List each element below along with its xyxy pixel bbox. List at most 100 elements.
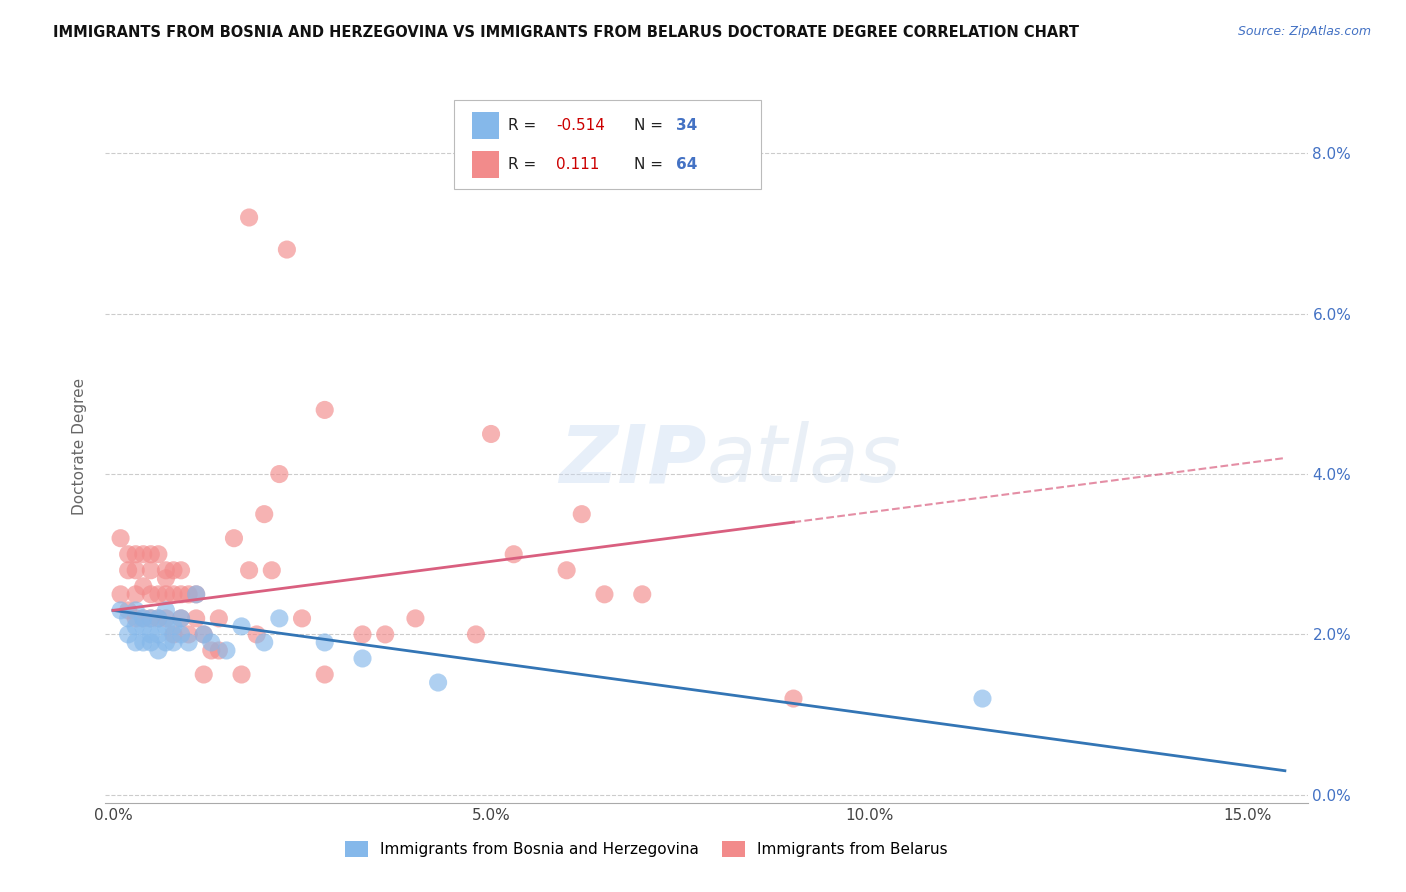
Point xyxy=(352,627,374,641)
Point xyxy=(162,563,184,577)
Y-axis label: Doctorate Degree: Doctorate Degree xyxy=(72,377,87,515)
Point xyxy=(269,611,291,625)
Point xyxy=(269,467,291,481)
Point xyxy=(427,675,450,690)
Point xyxy=(314,403,336,417)
Point xyxy=(155,611,177,625)
Point xyxy=(125,619,148,633)
Point xyxy=(177,587,200,601)
Point xyxy=(148,627,170,641)
Point xyxy=(155,635,177,649)
Point xyxy=(148,611,170,625)
Point xyxy=(479,427,502,442)
Point xyxy=(177,627,200,641)
Point xyxy=(162,587,184,601)
Point xyxy=(276,243,298,257)
Point xyxy=(972,691,994,706)
Point xyxy=(139,563,162,577)
Point xyxy=(177,635,200,649)
Point xyxy=(110,603,132,617)
Point xyxy=(117,603,139,617)
Point xyxy=(464,627,486,641)
Point xyxy=(117,611,139,625)
Point xyxy=(215,643,238,657)
Text: Source: ZipAtlas.com: Source: ZipAtlas.com xyxy=(1237,25,1371,38)
Text: 0.111: 0.111 xyxy=(557,157,599,172)
Point xyxy=(593,587,616,601)
Point xyxy=(208,611,231,625)
Point xyxy=(374,627,396,641)
Point xyxy=(155,603,177,617)
Point xyxy=(148,611,170,625)
Point xyxy=(352,651,374,665)
Point xyxy=(155,587,177,601)
Point xyxy=(125,547,148,561)
FancyBboxPatch shape xyxy=(454,100,761,189)
Point xyxy=(260,563,283,577)
Text: R =: R = xyxy=(508,118,537,133)
Point xyxy=(186,587,208,601)
Point xyxy=(155,619,177,633)
Text: IMMIGRANTS FROM BOSNIA AND HERZEGOVINA VS IMMIGRANTS FROM BELARUS DOCTORATE DEGR: IMMIGRANTS FROM BOSNIA AND HERZEGOVINA V… xyxy=(53,25,1080,40)
Text: R =: R = xyxy=(508,157,537,172)
Point xyxy=(132,611,155,625)
Text: N =: N = xyxy=(634,157,664,172)
Point xyxy=(314,635,336,649)
Point xyxy=(200,635,222,649)
Point xyxy=(155,563,177,577)
Point xyxy=(231,619,253,633)
Point xyxy=(148,587,170,601)
Point xyxy=(314,667,336,681)
Point xyxy=(170,627,193,641)
Point xyxy=(238,563,260,577)
Point xyxy=(782,691,804,706)
Point xyxy=(139,635,162,649)
Text: N =: N = xyxy=(634,118,664,133)
Point xyxy=(222,531,245,545)
Point xyxy=(162,635,184,649)
Point xyxy=(132,635,155,649)
Point xyxy=(555,563,578,577)
Point xyxy=(208,643,231,657)
Point xyxy=(117,563,139,577)
Point xyxy=(125,611,148,625)
Point xyxy=(170,611,193,625)
Point xyxy=(132,619,155,633)
Point xyxy=(231,667,253,681)
Point xyxy=(117,547,139,561)
Point xyxy=(125,603,148,617)
Point xyxy=(502,547,524,561)
Text: 64: 64 xyxy=(676,157,697,172)
Point xyxy=(170,563,193,577)
Point xyxy=(571,507,593,521)
Point xyxy=(139,611,162,625)
Legend: Immigrants from Bosnia and Herzegovina, Immigrants from Belarus: Immigrants from Bosnia and Herzegovina, … xyxy=(339,835,953,863)
Point xyxy=(117,627,139,641)
Point xyxy=(125,563,148,577)
Point xyxy=(139,627,162,641)
Point xyxy=(139,547,162,561)
Point xyxy=(110,531,132,545)
Text: ZIP: ZIP xyxy=(560,421,707,500)
Point xyxy=(162,627,184,641)
Point xyxy=(148,547,170,561)
Point xyxy=(186,611,208,625)
Point xyxy=(193,627,215,641)
Point xyxy=(132,547,155,561)
Point xyxy=(148,643,170,657)
FancyBboxPatch shape xyxy=(472,112,499,139)
Point xyxy=(132,579,155,593)
Point xyxy=(246,627,269,641)
Point xyxy=(139,587,162,601)
FancyBboxPatch shape xyxy=(472,152,499,178)
Text: atlas: atlas xyxy=(707,421,901,500)
Point xyxy=(170,587,193,601)
Point xyxy=(170,611,193,625)
Point xyxy=(132,611,155,625)
Point xyxy=(238,211,260,225)
Point xyxy=(193,627,215,641)
Point xyxy=(200,643,222,657)
Point xyxy=(162,619,184,633)
Point xyxy=(291,611,314,625)
Point xyxy=(155,571,177,585)
